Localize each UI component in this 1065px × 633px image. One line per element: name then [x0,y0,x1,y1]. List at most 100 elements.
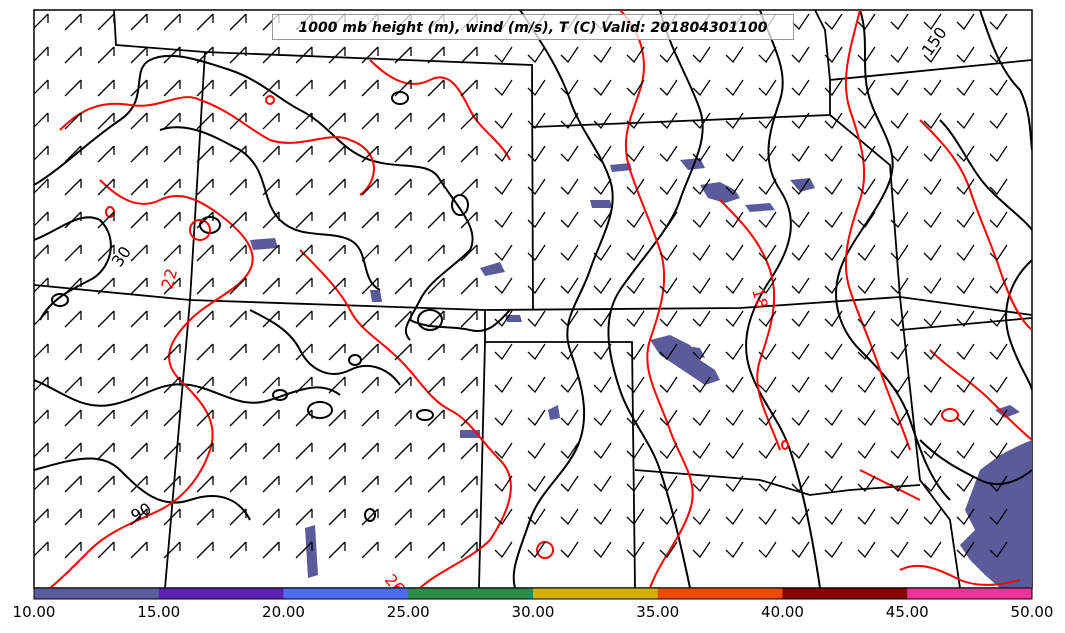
wind-barb [824,310,843,328]
wind-barb [989,145,1008,163]
wind-barb [659,46,678,64]
wind-barb [923,409,942,427]
wind-barb [427,112,445,130]
wind-barb [163,244,181,262]
wind-barb [196,79,214,97]
wind-barb [361,508,379,526]
wind-barb [725,409,744,427]
wind-barb [593,277,612,295]
wind-barb [328,442,346,460]
wind-barb [956,541,975,559]
wind-barb [593,475,612,493]
wind-barb [791,310,810,328]
wind-barb [890,13,909,31]
wind-barb [196,376,214,394]
wind-barb [130,343,148,361]
wind-barb [163,409,181,427]
wind-barb [295,343,313,361]
wind-barb [460,79,478,97]
wind-barb [692,475,711,493]
wind-barb [560,310,579,328]
wind-barb [130,541,148,559]
state-borders [34,10,1032,588]
wind-barb [328,508,346,526]
wind-barb [262,79,280,97]
wind-barb [956,178,975,196]
wind-barb [956,244,975,262]
wind-barb [64,211,82,229]
colorbar-tick-label: 15.00 [137,603,181,621]
wind-barb [460,376,478,394]
wind-barb [758,145,777,163]
wind-barb [923,277,942,295]
wind-barb [64,541,82,559]
wind-barb [229,112,247,130]
wind-barb [989,475,1008,493]
wind-barb [262,277,280,295]
wind-barb [328,46,346,64]
wind-barb [361,475,379,493]
wind-barb [725,343,744,361]
wind-barb [857,277,876,295]
wind-barb [229,79,247,97]
wind-barb [527,508,546,526]
wind-barb [857,508,876,526]
wind-barb [824,211,843,229]
wind-barb [64,46,82,64]
wind-barb [295,475,313,493]
wind-barb [97,244,115,262]
wind-barb [64,475,82,493]
wind-barb [130,13,148,31]
wind-barb [989,79,1008,97]
colorbar-tick-label: 50.00 [1010,603,1054,621]
wind-barb [890,46,909,64]
wind-barb [196,442,214,460]
wind-barb [196,13,214,31]
wind-barb [923,442,942,460]
wind-barb [659,508,678,526]
wind-barb [328,409,346,427]
wind-barb [857,541,876,559]
wind-barb [527,46,546,64]
wind-barb [64,244,82,262]
wind-barb [427,475,445,493]
wind-barb [494,310,513,328]
wind-barb [890,310,909,328]
wind-barb [659,112,678,130]
wind-barb [328,112,346,130]
wind-barb [130,79,148,97]
wind-barb [494,277,513,295]
wind-barb [97,376,115,394]
wind-barb [890,409,909,427]
wind-barb [791,442,810,460]
wind-barb [890,508,909,526]
wind-barb [229,409,247,427]
wind-barb [262,178,280,196]
wind-barb [494,541,513,559]
wind-barb [262,475,280,493]
wind-barb [361,178,379,196]
wind-barb [163,442,181,460]
wind-barb [956,442,975,460]
wind-barb [659,475,678,493]
wind-barb [262,211,280,229]
wind-barb [394,442,412,460]
wind-barb [626,178,645,196]
wind-barb [295,145,313,163]
wind-barb [857,178,876,196]
wind-barb [626,409,645,427]
wind-barb [956,112,975,130]
wind-barb [857,211,876,229]
wind-barb [989,343,1008,361]
wind-barb [824,112,843,130]
wind-barb [97,541,115,559]
wind-barb [229,211,247,229]
wind-barb [890,277,909,295]
wind-barb [956,145,975,163]
wind-barb [725,211,744,229]
wind-barb [527,541,546,559]
wind-barb [989,310,1008,328]
wind-barb [427,277,445,295]
colorbar-segment [782,588,908,599]
wind-barb [460,442,478,460]
